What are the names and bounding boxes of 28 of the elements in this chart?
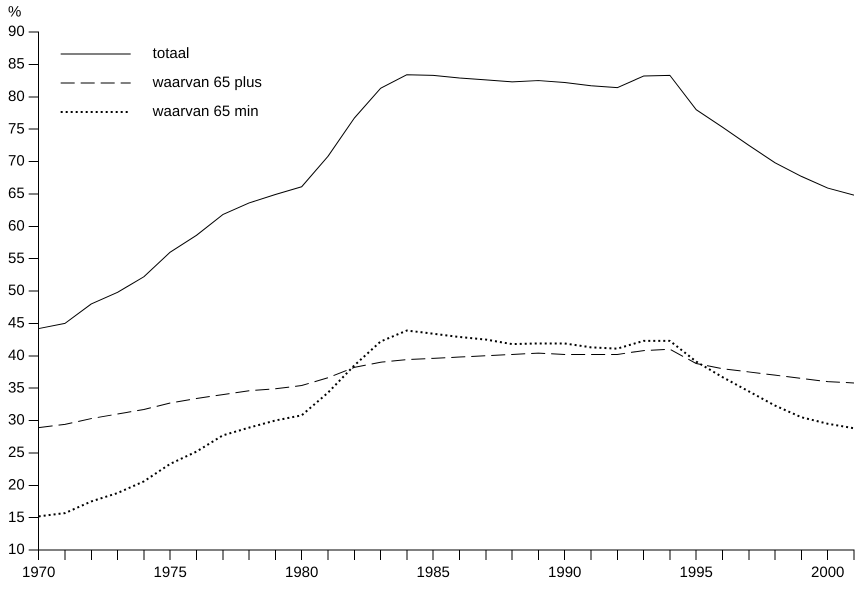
x-tick-label: 1975 bbox=[154, 564, 187, 582]
y-tick-label: 40 bbox=[8, 346, 25, 364]
y-tick-label: 80 bbox=[8, 88, 25, 105]
x-tick-label: 1985 bbox=[416, 564, 450, 582]
y-tick-label: 25 bbox=[8, 444, 25, 462]
y-tick-label: 35 bbox=[8, 379, 25, 396]
y-tick-label: 30 bbox=[8, 412, 25, 429]
x-tick-label: 1970 bbox=[22, 564, 56, 582]
y-tick-label: 10 bbox=[8, 541, 25, 558]
y-tick-label: 55 bbox=[8, 250, 25, 267]
x-tick-label: 1980 bbox=[285, 564, 318, 582]
legend-label: totaal bbox=[152, 45, 190, 62]
x-tick-label: 2000 bbox=[811, 564, 844, 582]
legend-label: waarvan 65 min bbox=[152, 103, 259, 120]
y-axis-title: % bbox=[8, 4, 22, 21]
y-tick-label: 50 bbox=[8, 282, 25, 300]
legend-label: waarvan 65 plus bbox=[152, 74, 262, 92]
y-tick-label: 60 bbox=[8, 217, 25, 234]
y-tick-label: 15 bbox=[8, 508, 25, 526]
y-tick-label: 75 bbox=[8, 120, 25, 138]
x-tick-label: 1995 bbox=[680, 564, 713, 582]
y-tick-label: 70 bbox=[8, 152, 25, 170]
y-tick-label: 45 bbox=[8, 314, 25, 332]
y-tick-label: 20 bbox=[8, 476, 25, 494]
y-tick-label: 90 bbox=[8, 23, 25, 40]
y-tick-label: 65 bbox=[8, 185, 25, 202]
y-tick-label: 85 bbox=[8, 56, 25, 73]
x-tick-label: 1990 bbox=[548, 564, 582, 582]
